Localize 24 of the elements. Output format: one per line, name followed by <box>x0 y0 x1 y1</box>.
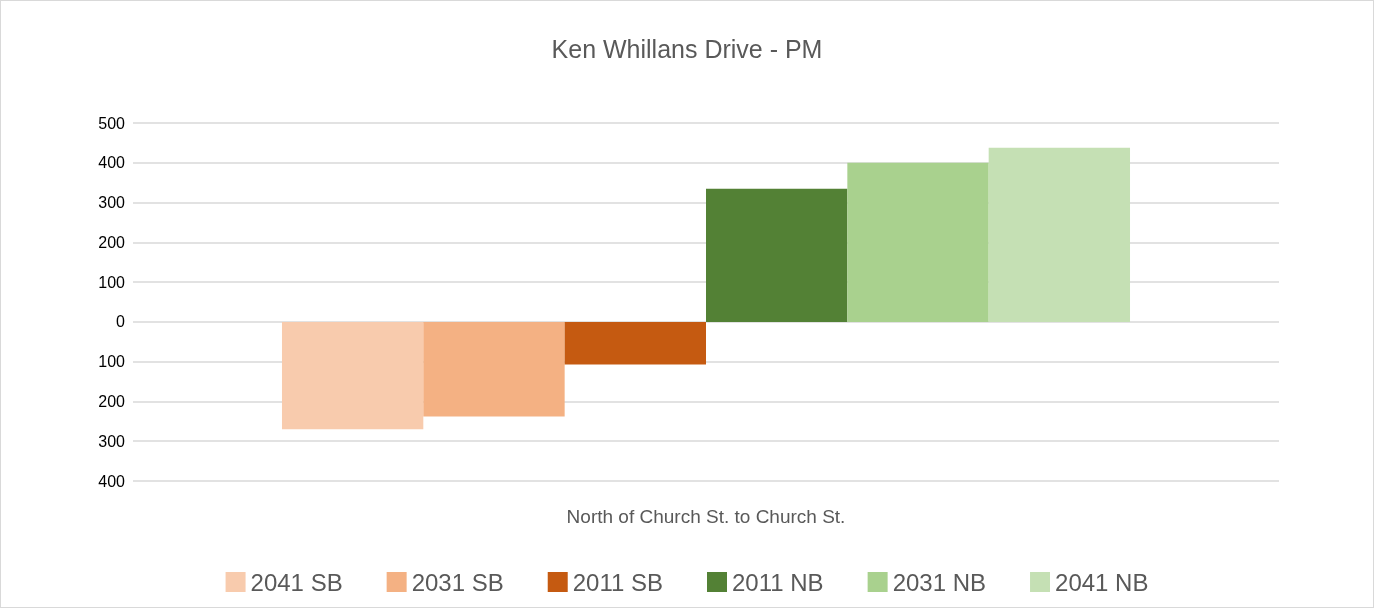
bar <box>847 162 989 322</box>
y-tick-label: 200 <box>98 392 126 410</box>
legend-label: 2011 SB <box>572 568 664 596</box>
y-tick-label: 0 <box>116 313 126 331</box>
legend-label: 2011 NB <box>732 568 824 596</box>
bar <box>706 188 848 322</box>
y-tick-label: 300 <box>98 432 126 450</box>
bar <box>281 321 424 430</box>
y-tick-label: 100 <box>98 353 126 371</box>
y-tick-label: 400 <box>98 472 126 490</box>
y-tick-label: 200 <box>98 233 126 251</box>
legend-label: 2041 NB <box>1055 568 1149 596</box>
bar <box>564 321 706 365</box>
legend-label: 2031 NB <box>892 568 987 596</box>
legend-label: 2041 SB <box>250 568 343 596</box>
y-tick-label: 100 <box>98 273 126 291</box>
y-tick-label: 300 <box>98 194 126 212</box>
bar <box>988 147 1131 322</box>
y-tick-label: 400 <box>98 154 126 172</box>
legend-label: 2031 SB <box>411 568 504 596</box>
chart-title: Ken Whillans Drive - PM <box>551 34 823 63</box>
y-tick-label: 500 <box>98 114 126 132</box>
x-tick-label: North of Church St. to Church St. <box>566 506 846 527</box>
bar <box>423 321 565 417</box>
